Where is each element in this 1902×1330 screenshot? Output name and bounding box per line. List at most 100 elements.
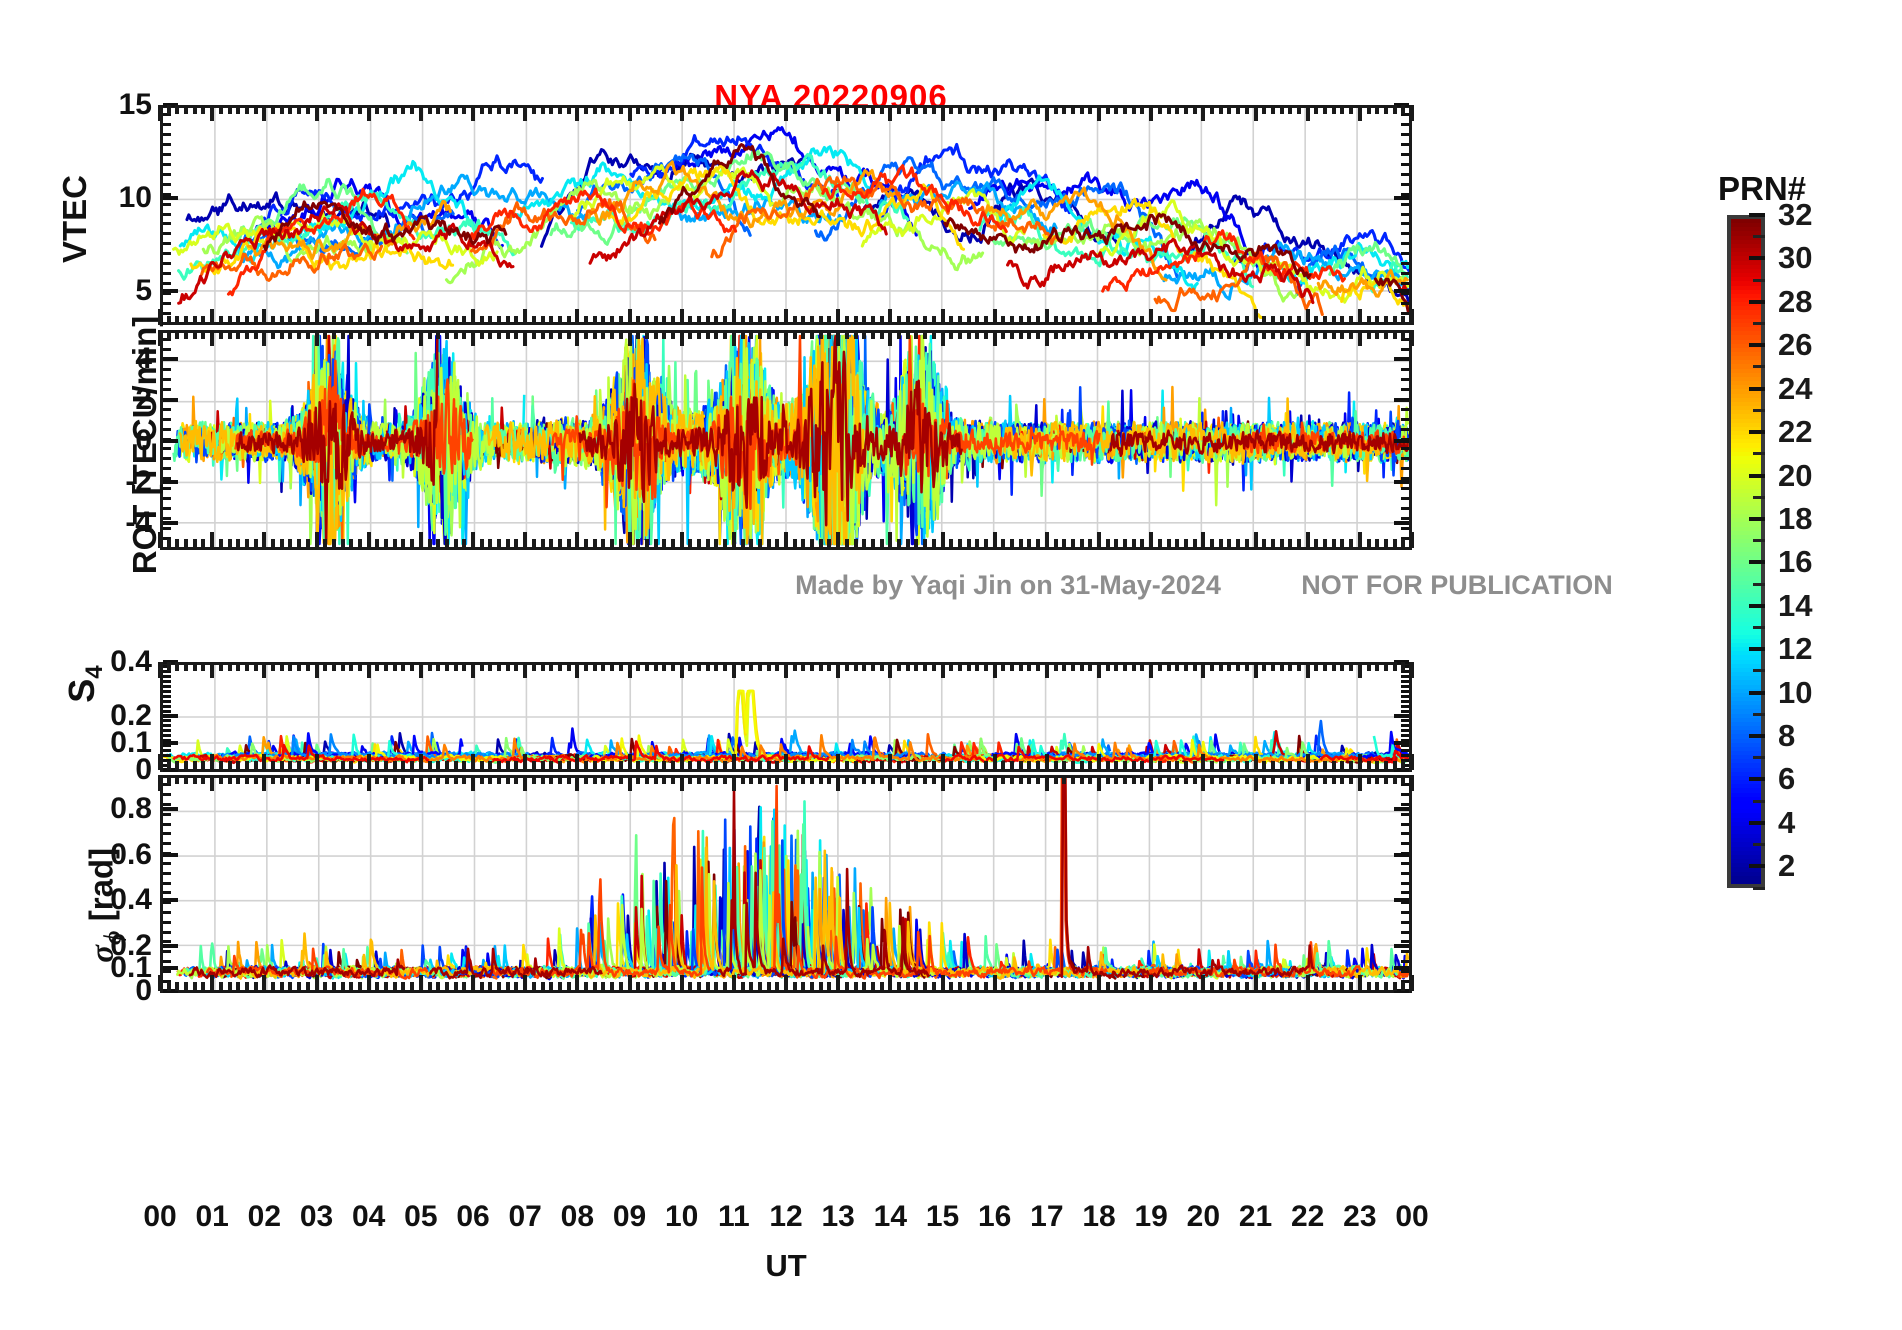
x-minor-tick: [914, 105, 919, 114]
x-minor-tick: [610, 539, 615, 548]
y-minor-tick: [1401, 348, 1409, 352]
x-major-tick: [1357, 309, 1362, 325]
y-minor-tick: [1401, 729, 1409, 733]
x-minor-tick: [697, 330, 702, 339]
colorbar-segment: [1731, 672, 1761, 679]
y-minor-tick: [1401, 301, 1409, 305]
x-minor-tick: [897, 316, 902, 325]
x-major-tick: [731, 330, 736, 346]
y-minor-tick: [163, 881, 171, 885]
y-minor-tick: [1401, 407, 1409, 411]
y-minor-tick: [163, 852, 171, 856]
y-minor-tick: [163, 793, 171, 797]
x-minor-tick: [427, 539, 432, 548]
x-minor-tick: [505, 662, 510, 671]
x-minor-tick: [975, 662, 980, 671]
x-minor-tick: [1018, 775, 1023, 784]
x-minor-tick: [505, 316, 510, 325]
x-major-tick: [575, 775, 580, 791]
x-major-tick: [366, 532, 371, 548]
x-minor-tick: [1036, 982, 1041, 991]
x-minor-tick: [618, 539, 623, 548]
x-minor-tick: [749, 330, 754, 339]
x-minor-tick: [1157, 316, 1162, 325]
y-tick-label: 4: [135, 341, 152, 375]
x-major-tick: [1044, 532, 1049, 548]
x-major-tick: [1305, 309, 1310, 325]
x-minor-tick: [801, 982, 806, 991]
x-minor-tick: [601, 761, 606, 770]
y-minor-tick: [1401, 252, 1409, 256]
y-minor-tick: [163, 699, 171, 703]
x-minor-tick: [1001, 982, 1006, 991]
x-minor-tick: [384, 761, 389, 770]
x-minor-tick: [670, 330, 675, 339]
x-minor-tick: [905, 775, 910, 784]
colorbar-tick-mark-major: [1749, 864, 1765, 869]
x-minor-tick: [427, 775, 432, 784]
x-minor-tick: [184, 330, 189, 339]
x-minor-tick: [1279, 775, 1284, 784]
x-major-tick: [836, 330, 841, 346]
x-minor-tick: [870, 539, 875, 548]
x-major-tick: [940, 309, 945, 325]
x-minor-tick: [540, 330, 545, 339]
x-minor-tick: [1314, 105, 1319, 114]
y-minor-tick: [1401, 758, 1409, 762]
y-tick-label: 0.8: [110, 792, 152, 826]
y-minor-tick: [163, 694, 171, 698]
x-minor-tick: [549, 662, 554, 671]
x-minor-tick: [1401, 105, 1406, 114]
x-major-tick: [158, 330, 162, 346]
colorbar[interactable]: [1727, 215, 1765, 888]
x-major-tick: [679, 775, 684, 791]
x-minor-tick: [253, 316, 258, 325]
x-minor-tick: [610, 330, 615, 339]
colorbar-segment: [1731, 863, 1761, 870]
colorbar-segment: [1731, 451, 1761, 458]
x-minor-tick: [1018, 539, 1023, 548]
colorbar-segment: [1731, 231, 1761, 238]
x-minor-tick: [1236, 316, 1241, 325]
x-minor-tick: [479, 775, 484, 784]
x-tick-label: 01: [195, 1200, 229, 1233]
x-minor-tick: [1401, 982, 1406, 991]
x-major-tick: [1357, 775, 1362, 791]
x-major-tick: [888, 754, 893, 770]
x-minor-tick: [601, 105, 606, 114]
x-minor-tick: [670, 539, 675, 548]
x-minor-tick: [1053, 316, 1058, 325]
x-minor-tick: [1062, 316, 1067, 325]
x-minor-tick: [670, 105, 675, 114]
x-minor-tick: [557, 105, 562, 114]
x-minor-tick: [384, 775, 389, 784]
y-minor-tick: [1401, 311, 1409, 315]
x-minor-tick: [723, 105, 728, 114]
x-minor-tick: [1227, 775, 1232, 784]
x-minor-tick: [340, 982, 345, 991]
colorbar-segment: [1731, 518, 1761, 525]
colorbar-segment: [1731, 476, 1761, 483]
x-minor-tick: [897, 982, 902, 991]
x-major-tick: [366, 662, 371, 678]
x-minor-tick: [853, 105, 858, 114]
colorbar-segment: [1731, 601, 1761, 608]
x-minor-tick: [775, 330, 780, 339]
x-minor-tick: [375, 662, 380, 671]
x-major-tick: [314, 532, 319, 548]
x-minor-tick: [1183, 330, 1188, 339]
x-minor-tick: [1053, 775, 1058, 784]
x-minor-tick: [1210, 316, 1215, 325]
x-minor-tick: [401, 105, 406, 114]
x-minor-tick: [1392, 775, 1397, 784]
x-minor-tick: [870, 105, 875, 114]
x-major-tick: [1305, 775, 1310, 791]
x-major-tick: [575, 754, 580, 770]
x-minor-tick: [427, 662, 432, 671]
x-minor-tick: [1131, 775, 1136, 784]
x-minor-tick: [749, 982, 754, 991]
x-minor-tick: [653, 982, 658, 991]
colorbar-tick-mark-major: [1749, 647, 1765, 652]
colorbar-tick-label: 2: [1778, 848, 1796, 884]
x-minor-tick: [1123, 775, 1128, 784]
